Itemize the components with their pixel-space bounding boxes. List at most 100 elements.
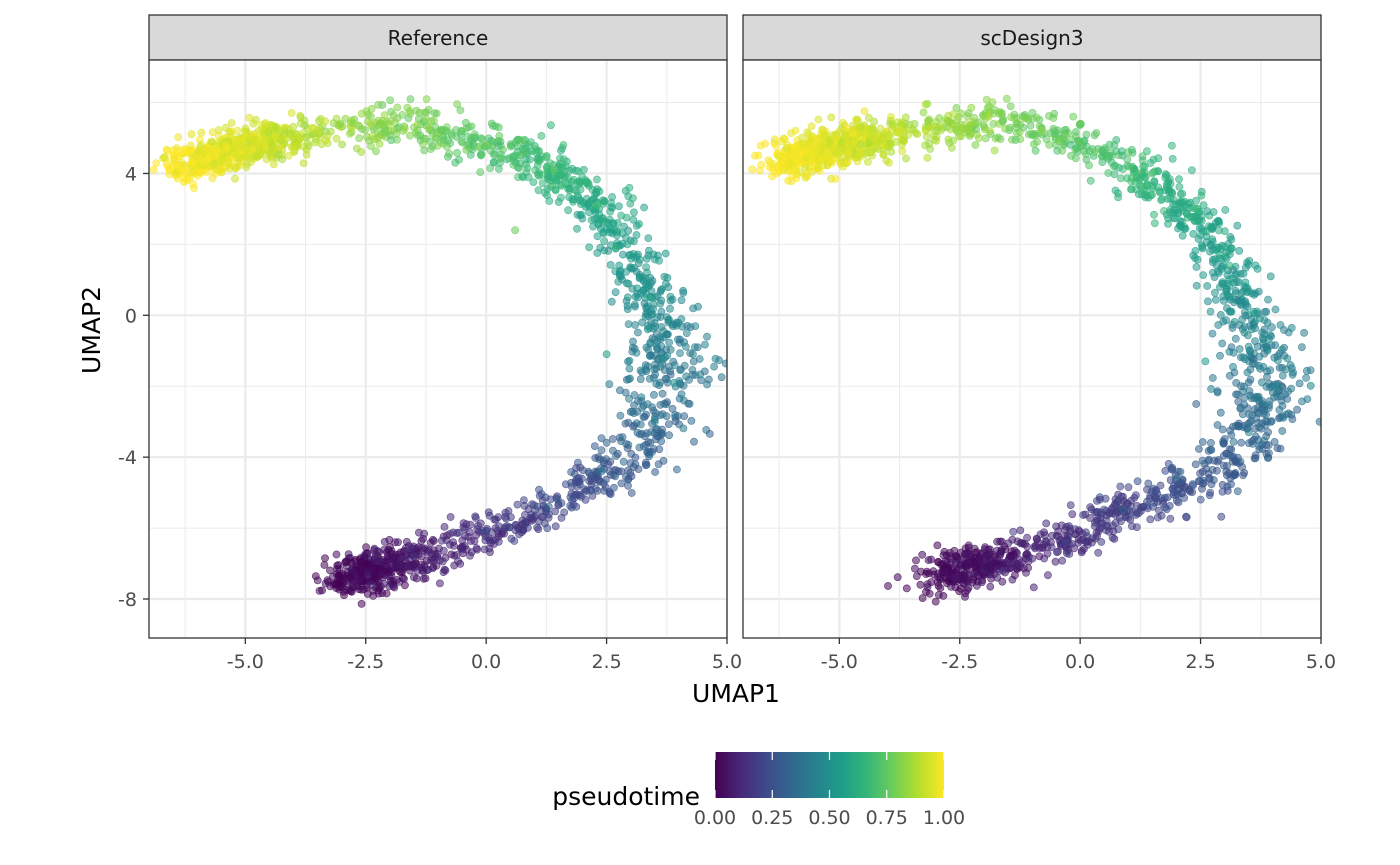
data-point bbox=[1196, 495, 1205, 504]
data-point bbox=[377, 120, 386, 129]
data-point bbox=[1103, 153, 1112, 161]
data-point bbox=[676, 349, 684, 357]
data-point bbox=[1103, 511, 1111, 520]
data-point bbox=[1066, 501, 1075, 509]
data-point bbox=[668, 322, 677, 330]
data-point bbox=[1263, 372, 1271, 381]
facet-panel-reference: Reference -5.0 -2.5 0.0 2.5 5.0 -8 -4 0 4 bbox=[118, 14, 742, 673]
data-point bbox=[683, 321, 692, 330]
data-point bbox=[284, 151, 293, 160]
data-point bbox=[471, 514, 480, 522]
data-point bbox=[222, 141, 230, 149]
data-point bbox=[625, 356, 634, 365]
data-point bbox=[574, 458, 582, 467]
data-point bbox=[557, 193, 565, 202]
data-point bbox=[1238, 410, 1247, 419]
data-point bbox=[511, 138, 520, 147]
data-point bbox=[1203, 282, 1212, 290]
data-point bbox=[1150, 177, 1159, 186]
data-point bbox=[1278, 363, 1287, 372]
data-point bbox=[1041, 537, 1050, 546]
x-tick-label: 2.5 bbox=[591, 651, 621, 673]
data-point bbox=[534, 525, 543, 533]
data-point bbox=[545, 197, 554, 205]
data-point bbox=[1218, 425, 1227, 434]
data-point bbox=[412, 106, 421, 115]
data-point bbox=[393, 576, 401, 584]
data-point bbox=[1210, 273, 1219, 281]
data-point bbox=[458, 138, 467, 147]
data-point bbox=[1198, 244, 1207, 253]
data-point bbox=[1207, 385, 1215, 393]
data-point bbox=[984, 112, 993, 121]
data-point bbox=[443, 152, 452, 161]
data-point bbox=[1189, 229, 1198, 238]
data-point bbox=[608, 193, 616, 201]
data-point bbox=[1227, 307, 1236, 316]
data-point bbox=[1293, 405, 1301, 414]
data-point bbox=[593, 201, 601, 210]
data-point bbox=[1133, 501, 1141, 510]
data-point bbox=[650, 429, 659, 438]
data-point bbox=[621, 419, 630, 428]
data-point bbox=[288, 142, 297, 151]
colorbar-tick-label: 1.00 bbox=[923, 807, 965, 829]
data-point bbox=[1148, 169, 1157, 178]
data-point bbox=[1295, 379, 1304, 388]
data-point bbox=[1077, 548, 1086, 557]
data-point bbox=[1226, 426, 1234, 435]
data-point bbox=[998, 577, 1007, 586]
data-point bbox=[1251, 261, 1260, 270]
panel-border bbox=[742, 59, 1322, 639]
data-point bbox=[1058, 556, 1067, 565]
data-point bbox=[1125, 162, 1134, 171]
data-point bbox=[602, 438, 611, 447]
data-point bbox=[462, 124, 471, 133]
data-point bbox=[453, 100, 461, 108]
data-point bbox=[710, 362, 718, 371]
data-point bbox=[922, 588, 930, 596]
y-axis-ticks: -8 -4 0 4 bbox=[118, 163, 149, 611]
data-point bbox=[573, 482, 581, 491]
data-point bbox=[1110, 170, 1119, 179]
data-point bbox=[424, 123, 433, 132]
data-point bbox=[459, 519, 468, 527]
data-point bbox=[1154, 183, 1163, 192]
data-point bbox=[1265, 404, 1273, 412]
data-point bbox=[1007, 547, 1016, 556]
data-point bbox=[1193, 211, 1201, 220]
data-point bbox=[981, 134, 990, 143]
data-point bbox=[173, 174, 182, 183]
data-point bbox=[756, 166, 764, 175]
data-point bbox=[664, 283, 673, 292]
data-point bbox=[580, 485, 589, 494]
data-point bbox=[661, 374, 670, 383]
data-point bbox=[1226, 292, 1235, 301]
data-point bbox=[371, 550, 380, 559]
data-point bbox=[1196, 476, 1204, 485]
data-point bbox=[518, 172, 527, 181]
data-point bbox=[1001, 124, 1010, 133]
data-point bbox=[1162, 210, 1171, 219]
data-point bbox=[860, 107, 869, 115]
data-point bbox=[400, 124, 409, 133]
data-point bbox=[663, 398, 671, 406]
data-point bbox=[933, 541, 942, 550]
data-point bbox=[530, 501, 538, 509]
data-point bbox=[1026, 121, 1035, 130]
data-point bbox=[681, 342, 690, 351]
data-point bbox=[1054, 130, 1063, 138]
data-point bbox=[1011, 136, 1020, 144]
data-point bbox=[1030, 542, 1039, 551]
data-point bbox=[689, 304, 698, 313]
x-tick-label: 0.0 bbox=[1065, 651, 1095, 673]
data-point bbox=[1132, 511, 1140, 519]
data-point bbox=[1110, 141, 1119, 149]
data-point bbox=[610, 483, 618, 492]
data-point bbox=[1222, 254, 1231, 263]
data-point bbox=[1223, 486, 1232, 495]
data-point bbox=[626, 264, 635, 272]
data-point bbox=[418, 566, 427, 575]
data-point bbox=[669, 357, 678, 366]
data-point bbox=[554, 176, 562, 184]
